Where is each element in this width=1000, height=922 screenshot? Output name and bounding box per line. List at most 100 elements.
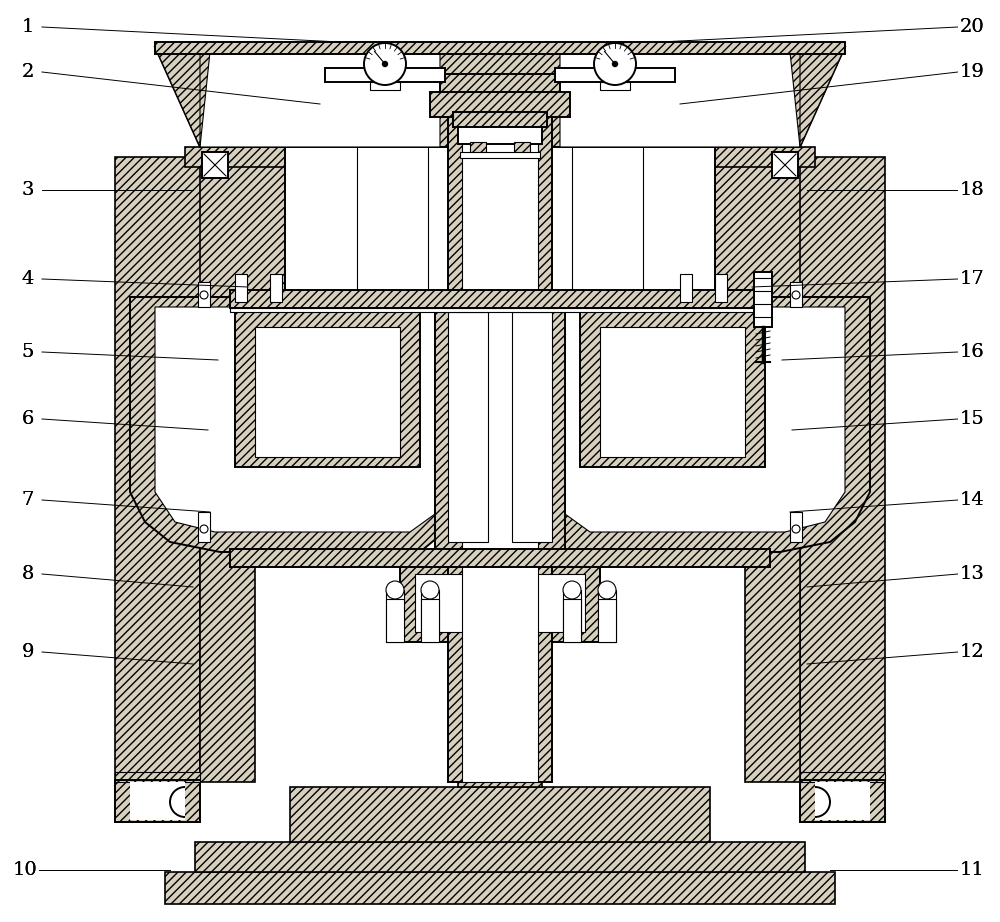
- Polygon shape: [565, 307, 845, 532]
- Bar: [400, 564, 600, 642]
- Bar: [16, 643, 40, 661]
- Circle shape: [598, 581, 616, 599]
- Bar: [115, 772, 200, 782]
- Polygon shape: [560, 52, 800, 147]
- Bar: [230, 308, 770, 312]
- Bar: [185, 147, 815, 167]
- Bar: [440, 74, 560, 92]
- Bar: [370, 82, 400, 90]
- Bar: [16, 181, 40, 199]
- Bar: [255, 327, 400, 457]
- Bar: [16, 343, 40, 361]
- Text: 12: 12: [960, 643, 984, 661]
- Bar: [772, 152, 798, 178]
- Polygon shape: [200, 52, 440, 147]
- Bar: [165, 872, 835, 904]
- Bar: [745, 297, 800, 782]
- Bar: [555, 68, 675, 82]
- Bar: [16, 491, 40, 509]
- Polygon shape: [155, 47, 200, 147]
- Text: 9: 9: [22, 643, 34, 661]
- Bar: [470, 142, 486, 154]
- Bar: [16, 18, 40, 36]
- Text: 3: 3: [22, 181, 34, 199]
- Bar: [465, 645, 535, 720]
- Bar: [130, 782, 185, 820]
- Text: 8: 8: [22, 565, 34, 583]
- Text: 5: 5: [22, 343, 34, 361]
- Bar: [958, 643, 986, 661]
- Polygon shape: [155, 47, 845, 147]
- Text: 12: 12: [960, 643, 984, 661]
- Bar: [16, 63, 40, 81]
- Bar: [958, 861, 986, 879]
- Bar: [230, 290, 770, 308]
- Bar: [460, 152, 540, 158]
- Circle shape: [364, 43, 406, 85]
- Circle shape: [200, 525, 208, 533]
- Bar: [198, 282, 210, 307]
- Bar: [512, 312, 552, 542]
- Text: 10: 10: [13, 861, 37, 879]
- Text: 3: 3: [22, 181, 34, 199]
- Bar: [754, 272, 772, 327]
- Text: 6: 6: [22, 410, 34, 428]
- Text: 7: 7: [22, 491, 34, 509]
- Circle shape: [563, 581, 581, 599]
- Bar: [448, 82, 552, 782]
- Polygon shape: [520, 297, 870, 552]
- Circle shape: [792, 291, 800, 299]
- Text: 11: 11: [960, 861, 984, 879]
- Bar: [958, 343, 986, 361]
- Bar: [200, 152, 285, 297]
- Circle shape: [200, 291, 208, 299]
- Text: 15: 15: [960, 410, 984, 428]
- Text: 11: 11: [960, 861, 984, 879]
- Text: 2: 2: [22, 63, 34, 81]
- Text: 19: 19: [960, 63, 984, 81]
- Bar: [195, 842, 805, 872]
- Bar: [800, 780, 885, 822]
- Bar: [580, 312, 765, 467]
- Text: 8: 8: [22, 565, 34, 583]
- Bar: [958, 18, 986, 36]
- Circle shape: [594, 43, 636, 85]
- Bar: [563, 590, 581, 642]
- Bar: [958, 565, 986, 583]
- Text: 18: 18: [960, 181, 984, 199]
- Circle shape: [386, 581, 404, 599]
- Bar: [16, 410, 40, 428]
- Bar: [958, 63, 986, 81]
- Polygon shape: [155, 307, 435, 532]
- Bar: [421, 590, 439, 642]
- Text: 10: 10: [13, 861, 37, 879]
- Text: 14: 14: [960, 491, 984, 509]
- Bar: [230, 549, 770, 567]
- Bar: [958, 270, 986, 288]
- Bar: [421, 599, 439, 642]
- Bar: [325, 68, 445, 82]
- Bar: [16, 565, 40, 583]
- Bar: [563, 599, 581, 642]
- Bar: [198, 512, 210, 542]
- Bar: [600, 327, 745, 457]
- Bar: [235, 312, 420, 467]
- Text: 4: 4: [22, 270, 34, 288]
- Text: 1: 1: [22, 18, 34, 36]
- Bar: [458, 725, 542, 787]
- Bar: [790, 512, 802, 542]
- Text: 4: 4: [22, 270, 34, 288]
- Bar: [958, 491, 986, 509]
- Text: 16: 16: [960, 343, 984, 361]
- Circle shape: [421, 581, 439, 599]
- Bar: [285, 147, 715, 297]
- Bar: [790, 282, 802, 307]
- Bar: [430, 92, 570, 117]
- Bar: [598, 590, 616, 642]
- Bar: [435, 297, 565, 552]
- Circle shape: [612, 62, 618, 66]
- Text: 9: 9: [22, 643, 34, 661]
- Bar: [270, 274, 282, 302]
- Circle shape: [382, 62, 388, 66]
- Text: 13: 13: [960, 565, 984, 583]
